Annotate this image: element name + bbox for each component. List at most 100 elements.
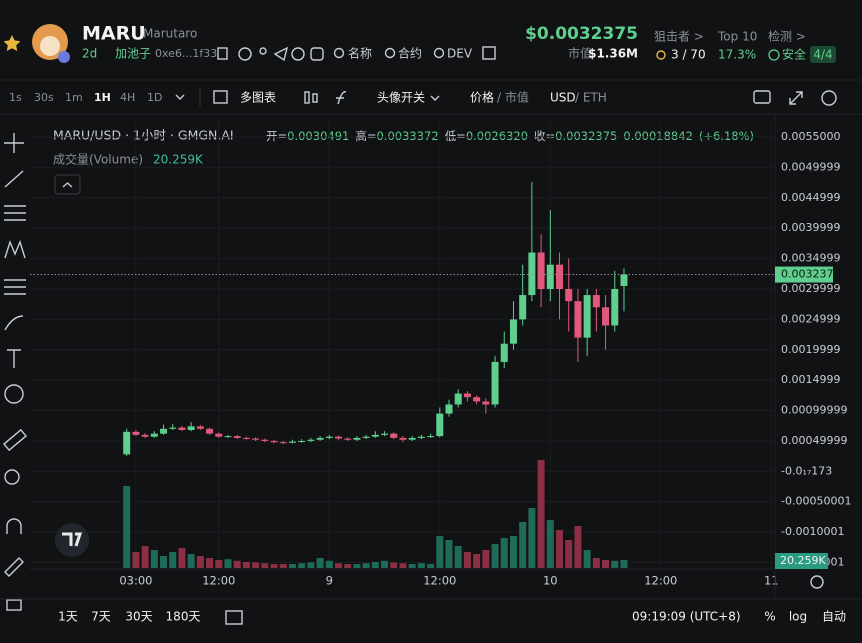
- volume-bar: [224, 559, 232, 568]
- volume-badge: [775, 553, 828, 569]
- y-tick-label: 0.0034999: [781, 252, 841, 265]
- multi-chart[interactable]: 多图表: [240, 91, 276, 105]
- app-icon[interactable]: [310, 47, 324, 61]
- check-label[interactable]: 检测 >: [768, 29, 806, 44]
- legend-change-pct: (+6.18%): [699, 129, 754, 143]
- add-chart-icon[interactable]: [213, 90, 228, 104]
- mcap-toggle[interactable]: / 市值: [497, 90, 529, 105]
- ruler-tool[interactable]: [3, 428, 27, 452]
- search-contract[interactable]: 合约: [398, 46, 422, 61]
- fib-tool[interactable]: [4, 205, 26, 221]
- crosshair-tool[interactable]: [4, 133, 24, 153]
- twitter-icon[interactable]: [291, 47, 305, 61]
- telegram-icon[interactable]: [273, 46, 289, 62]
- y-tick-label: 0.00049999: [781, 434, 847, 447]
- x-tick-label: 03:00: [119, 574, 152, 588]
- pencil-tool[interactable]: [4, 557, 24, 577]
- volume-bar: [353, 564, 361, 568]
- volume-bar: [316, 558, 324, 568]
- collapse-button[interactable]: [54, 174, 81, 195]
- search-name[interactable]: 名称: [348, 46, 372, 61]
- volume-bar: [270, 564, 278, 568]
- candle-body: [141, 434, 149, 437]
- snipers-label[interactable]: 狙击者 >: [654, 30, 704, 44]
- copy-icon[interactable]: [217, 47, 228, 60]
- volume-title: 成交量(Volume): [53, 152, 143, 167]
- settings-icon[interactable]: [821, 90, 837, 106]
- candle-body: [123, 431, 131, 455]
- log-toggle[interactable]: log: [789, 610, 807, 624]
- auto-toggle[interactable]: 自动: [822, 610, 846, 624]
- fullscreen-icon[interactable]: [789, 91, 803, 105]
- percent-toggle[interactable]: %: [764, 610, 775, 624]
- volume-bar: [519, 522, 527, 568]
- chart-title: MARU/USD · 1小时 · GMGN.AI: [53, 128, 234, 143]
- candle-icon[interactable]: [304, 91, 310, 104]
- search-icon[interactable]: [433, 47, 445, 59]
- screenshot-icon[interactable]: [753, 90, 771, 104]
- interval[interactable]: 1H: [94, 91, 111, 104]
- calendar-icon[interactable]: [225, 610, 243, 625]
- candle-body: [436, 413, 444, 437]
- interval[interactable]: 4H: [120, 91, 135, 104]
- volume-bar: [206, 558, 214, 568]
- address[interactable]: 0xe6...1f33: [155, 47, 217, 60]
- eth-toggle[interactable]: / ETH: [575, 91, 607, 105]
- range[interactable]: 180天: [166, 610, 201, 624]
- share-icon[interactable]: [482, 46, 496, 60]
- x-tick-label: 10: [543, 574, 558, 588]
- volume-bar: [252, 562, 260, 568]
- interval[interactable]: 30s: [34, 91, 54, 104]
- token-name: Marutaro: [143, 27, 197, 41]
- pattern-tool[interactable]: [4, 239, 26, 259]
- interval[interactable]: 1m: [65, 91, 83, 104]
- text-tool[interactable]: [7, 349, 21, 368]
- safe-score: 4/4: [813, 48, 832, 62]
- chevron[interactable]: [175, 94, 185, 100]
- emoji-tool[interactable]: [4, 384, 24, 404]
- candle-body: [491, 361, 499, 405]
- measure-lines-tool[interactable]: [4, 279, 26, 295]
- candle-body: [408, 437, 416, 440]
- candle-body: [169, 427, 177, 429]
- chain-badge: [58, 51, 70, 63]
- range[interactable]: 7天: [91, 610, 111, 624]
- search-icon[interactable]: [384, 47, 396, 59]
- legend-label: 高=: [355, 129, 376, 143]
- search-dev[interactable]: DEV: [447, 47, 473, 61]
- favorite-star[interactable]: [3, 35, 21, 51]
- web-icon[interactable]: [238, 47, 252, 61]
- avatar-toggle[interactable]: 头像开关: [377, 91, 425, 105]
- y-tick-label: 0.0044999: [781, 191, 841, 204]
- brush-tool[interactable]: [4, 315, 24, 331]
- candle-body: [288, 441, 296, 443]
- y-tick-label: 0.0055000: [781, 130, 841, 143]
- interval[interactable]: 1D: [147, 91, 162, 104]
- interval[interactable]: 1s: [9, 91, 22, 104]
- price-toggle[interactable]: 价格: [470, 90, 494, 105]
- candle-body: [427, 436, 435, 438]
- line-tool[interactable]: [4, 170, 24, 188]
- chevron[interactable]: [430, 95, 440, 101]
- range[interactable]: 1天: [58, 610, 78, 624]
- volume-bar: [537, 460, 545, 568]
- candle-body: [371, 434, 379, 437]
- search-icon[interactable]: [333, 47, 345, 59]
- axis-settings[interactable]: [810, 575, 824, 589]
- candle-body: [537, 252, 545, 289]
- volume-bar: [482, 550, 490, 568]
- range[interactable]: 30天: [125, 610, 152, 624]
- candle-body: [233, 436, 241, 438]
- candle-icon[interactable]: [312, 93, 318, 103]
- magnet-tool[interactable]: [6, 518, 22, 534]
- candle-body: [242, 437, 250, 439]
- indicator-icon[interactable]: [336, 91, 347, 105]
- y-tick-label: 0.0029999: [781, 282, 841, 295]
- zoom-tool[interactable]: [4, 469, 20, 485]
- lock-tool[interactable]: [6, 599, 22, 611]
- candle-body: [206, 428, 214, 434]
- usd-toggle[interactable]: USD: [550, 91, 576, 105]
- volume-bar: [150, 550, 158, 568]
- candle-body: [298, 440, 306, 442]
- user-icon[interactable]: [259, 47, 267, 55]
